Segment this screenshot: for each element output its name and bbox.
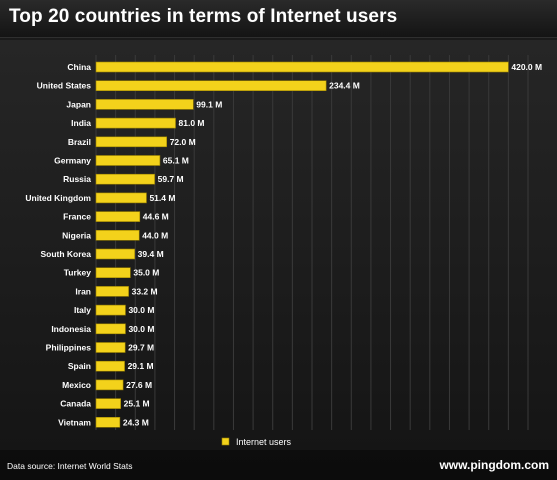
category-label: Philippines: [46, 343, 92, 353]
value-label: 44.6 M: [143, 212, 169, 222]
bar: [95, 211, 141, 222]
bar: [95, 323, 126, 335]
category-label: France: [63, 212, 91, 222]
category-label: Turkey: [64, 268, 92, 278]
category-label: China: [67, 62, 91, 72]
value-label: 234.4 M: [329, 81, 360, 91]
value-label: 27.6 M: [126, 380, 152, 390]
category-label: United Kingdom: [25, 193, 91, 203]
value-label: 51.4 M: [149, 193, 175, 203]
value-label: 39.4 M: [138, 249, 164, 259]
bar: [95, 416, 121, 428]
value-label: 24.3 M: [123, 417, 149, 427]
category-label: Iran: [75, 286, 91, 296]
bar: [95, 136, 167, 148]
value-label: 44.0 M: [142, 230, 168, 240]
plot-panel: [0, 40, 557, 450]
category-label: South Korea: [40, 249, 91, 259]
category-label: Japan: [66, 99, 91, 109]
value-label: 30.0 M: [128, 324, 154, 334]
value-label: 29.1 M: [128, 361, 154, 371]
category-label: Germany: [54, 156, 91, 166]
data-source-note: Data source: Internet World Stats: [7, 461, 133, 471]
category-label: Vietnam: [58, 417, 91, 427]
bar: [95, 379, 124, 391]
category-label: Italy: [74, 305, 91, 315]
value-label: 30.0 M: [128, 305, 154, 315]
category-label: Russia: [63, 174, 91, 184]
bar: [95, 61, 509, 73]
value-label: 99.1 M: [196, 99, 222, 109]
bar: [95, 173, 155, 185]
category-label: Mexico: [62, 380, 91, 390]
bar: [95, 304, 126, 316]
legend-swatch: [221, 437, 230, 446]
bar: [95, 286, 129, 297]
value-label: 65.1 M: [163, 156, 189, 166]
category-label: India: [71, 118, 91, 128]
category-label: Brazil: [68, 137, 91, 147]
bar: [95, 360, 125, 372]
value-label: 81.0 M: [179, 118, 205, 128]
bar: [95, 230, 140, 241]
legend-label: Internet users: [236, 437, 292, 447]
bar: [95, 267, 131, 279]
value-label: 420.0 M: [511, 62, 542, 72]
chart-title: Top 20 countries in terms of Internet us…: [9, 6, 398, 27]
value-label: 33.2 M: [132, 286, 158, 296]
value-label: 25.1 M: [124, 399, 150, 409]
bar: [95, 398, 121, 409]
value-label: 72.0 M: [170, 137, 196, 147]
bar: [95, 192, 147, 204]
brand-url: www.pingdom.com: [439, 458, 549, 472]
bar: [95, 342, 126, 353]
bar: [95, 155, 161, 166]
bar: [95, 248, 135, 260]
value-label: 35.0 M: [133, 268, 159, 278]
category-label: Indonesia: [51, 324, 91, 334]
category-label: Spain: [68, 361, 91, 371]
chart-title-bar: Top 20 countries in terms of Internet us…: [0, 0, 557, 38]
bar: [95, 117, 176, 129]
category-label: Nigeria: [62, 230, 91, 240]
value-label: 59.7 M: [158, 174, 184, 184]
category-label: Canada: [60, 399, 91, 409]
bar: [95, 99, 194, 110]
bar: [95, 80, 327, 91]
value-label: 29.7 M: [128, 343, 154, 353]
category-label: United States: [37, 81, 92, 91]
